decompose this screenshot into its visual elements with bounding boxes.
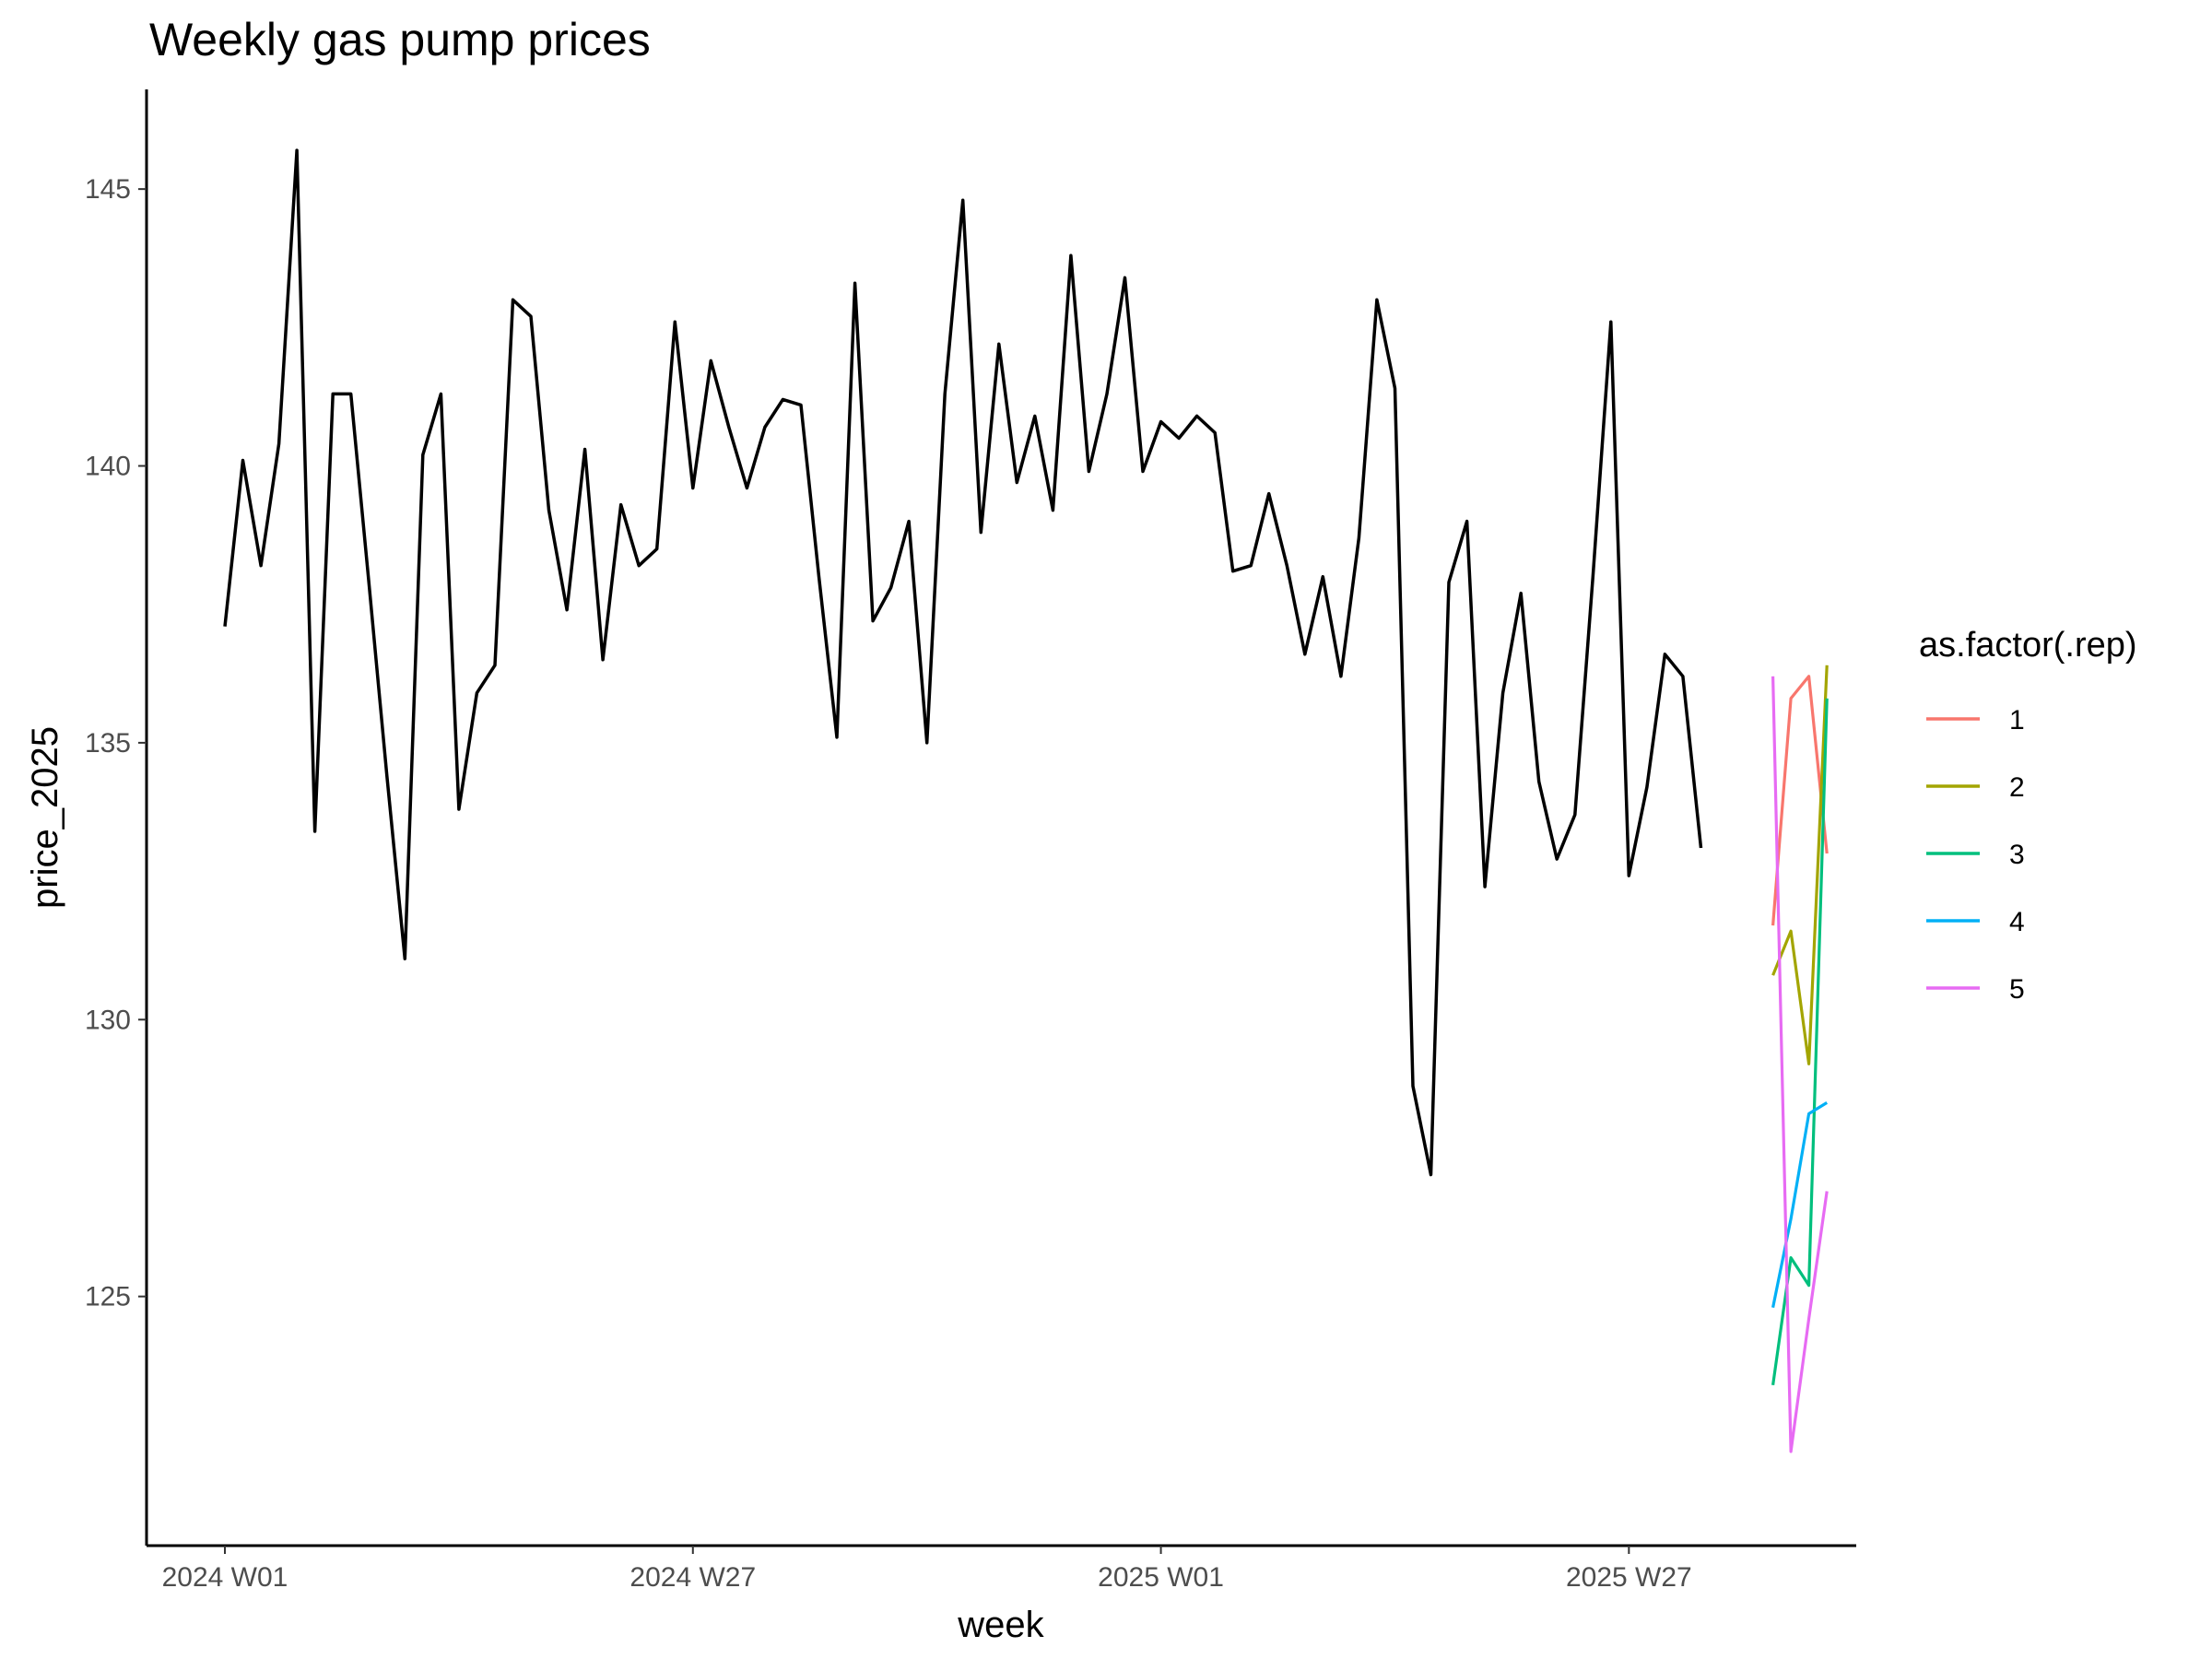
legend-label-1: 1 (2009, 705, 2025, 735)
chart-title: Weekly gas pump prices (149, 14, 651, 65)
y-tick-label: 135 (85, 728, 131, 759)
x-tick-label: 2024 W27 (629, 1562, 756, 1593)
plot-area (223, 148, 1829, 1453)
legend-label-3: 3 (2009, 840, 2025, 870)
series-line-3 (1771, 698, 1829, 1386)
legend-title: as.factor(.rep) (1919, 626, 2137, 665)
x-ticks: 2024 W01 2024 W27 2025 W01 2025 W27 (162, 1546, 1692, 1593)
series-line-4 (1771, 1101, 1829, 1309)
x-tick-label: 2025 W01 (1098, 1562, 1224, 1593)
y-tick-label: 145 (85, 174, 131, 205)
series-line-1 (1771, 675, 1829, 926)
x-axis-title: week (957, 1605, 1044, 1645)
y-ticks: 125 130 135 140 145 (85, 174, 147, 1312)
legend-label-4: 4 (2009, 907, 2025, 937)
x-tick-label: 2025 W27 (1566, 1562, 1692, 1593)
series-line-5 (1771, 676, 1829, 1453)
legend-label-2: 2 (2009, 772, 2025, 803)
y-axis-title: price_2025 (25, 726, 65, 909)
y-tick-label: 125 (85, 1282, 131, 1312)
legend-label-5: 5 (2009, 974, 2025, 1005)
y-tick-label: 130 (85, 1005, 131, 1035)
y-tick-label: 140 (85, 452, 131, 482)
series-line-2 (1771, 665, 1829, 1065)
series-line-history (223, 148, 1703, 1177)
x-tick-label: 2024 W01 (162, 1562, 288, 1593)
legend: as.factor(.rep) 1 2 3 4 5 (1919, 626, 2137, 1005)
